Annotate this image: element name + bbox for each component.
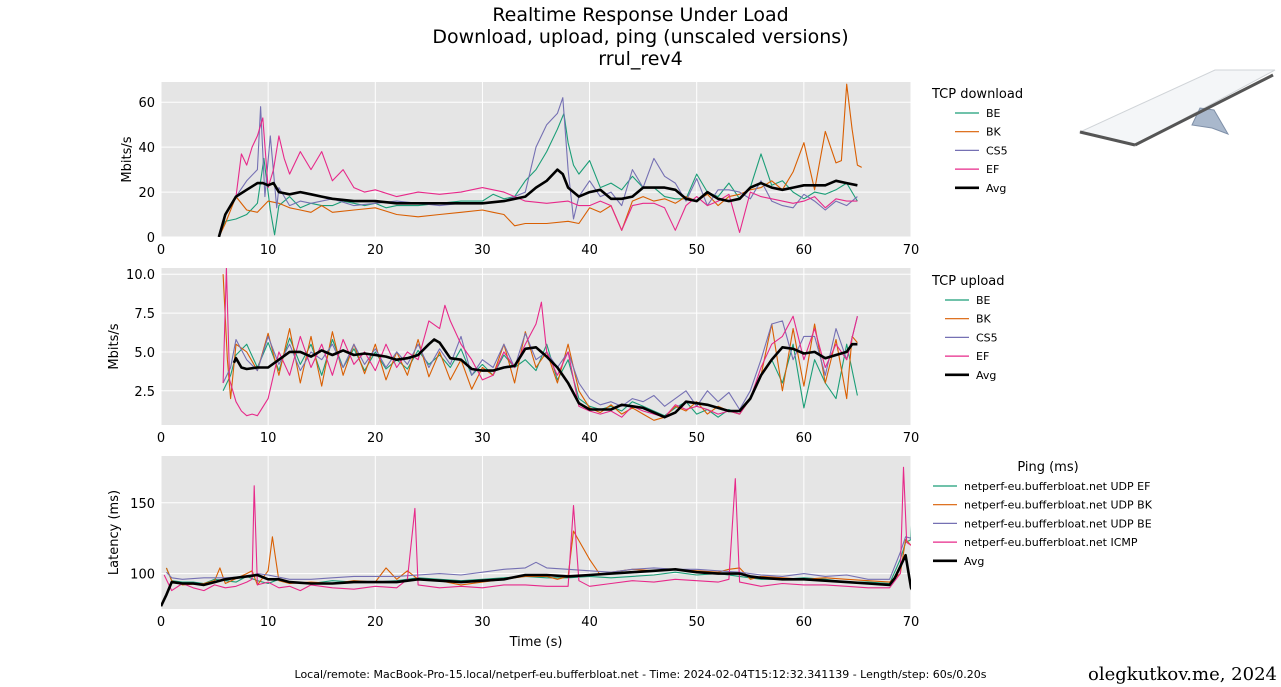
y-tick-label: 7.5: [134, 307, 155, 322]
x-tick-label: 10: [260, 243, 277, 258]
x-tick-label: 40: [581, 243, 598, 258]
x-tick-label: 20: [367, 431, 384, 446]
x-tick-label: 70: [903, 615, 920, 630]
y-axis-label: Mbits/s: [107, 323, 122, 369]
x-tick-label: 70: [903, 243, 920, 258]
watermark: olegkutkov.me, 2024: [1088, 664, 1277, 685]
x-tick-label: 30: [474, 615, 491, 630]
series-line-netperf-eu-bufferbloat-net-icmp: [163, 466, 911, 592]
x-tick-label: 60: [796, 615, 813, 630]
series-line-avg: [217, 168, 858, 237]
x-tick-label: 30: [474, 431, 491, 446]
y-tick-label: 100: [130, 568, 155, 583]
legend-title: TCP download: [931, 87, 1023, 102]
legend-entry: CS5: [986, 144, 1008, 157]
legend-entry: BE: [986, 107, 1001, 120]
legend-ping: Ping (ms) netperf-eu.bufferbloat.net UDP …: [933, 460, 1153, 568]
legend-entry: EF: [986, 163, 999, 176]
series-line-avg: [161, 553, 911, 607]
y-tick-label: 60: [138, 96, 155, 111]
legend-entry: EF: [976, 350, 989, 363]
series-line-cs5: [222, 316, 858, 411]
x-tick-label: 50: [688, 431, 705, 446]
chart-title-line-1: Realtime Response Under Load: [492, 4, 789, 26]
x-tick-label: 10: [260, 615, 277, 630]
y-tick-label: 5.0: [134, 346, 155, 361]
legend-entry: netperf-eu.bufferbloat.net ICMP: [964, 536, 1138, 549]
series-line-avg: [232, 338, 858, 419]
legend-title: Ping (ms): [1017, 460, 1078, 475]
series-line-bk: [218, 83, 862, 237]
chart-title-line-3: rrul_rev4: [598, 48, 683, 70]
x-axis-label: Time (s): [509, 635, 563, 650]
panel-ping: 0 10 20 30 40 50 60 70 100 150 Latency (ms) Time (s…: [107, 456, 1153, 650]
x-tick-label: 40: [581, 615, 598, 630]
caption: Local/remote: MacBook-Pro-15.local/netpe…: [294, 668, 987, 681]
legend-title: TCP upload: [931, 274, 1005, 289]
plot-area-download: [161, 82, 911, 237]
y-tick-label: 20: [138, 186, 155, 201]
panel-download: 0 10 20 30 40 50 60 70 0 20 40 60 Mbits/s TCP downloa…: [120, 82, 1023, 258]
series-group: [217, 83, 862, 237]
y-tick-label: 10.0: [126, 268, 155, 283]
x-tick-label: 40: [581, 431, 598, 446]
x-tick-label: 60: [796, 243, 813, 258]
series-group: [161, 466, 911, 607]
legend-entry: BK: [986, 126, 1002, 139]
x-tick-label: 20: [367, 615, 384, 630]
x-tick-label: 20: [367, 243, 384, 258]
legend-entry: netperf-eu.bufferbloat.net UDP EF: [964, 480, 1150, 493]
series-group: [222, 268, 858, 421]
y-axis-label: Latency (ms): [107, 490, 122, 575]
legend-entry: BE: [976, 294, 991, 307]
series-line-netperf-eu-bufferbloat-net-udp-be: [166, 536, 911, 580]
legend-entry: netperf-eu.bufferbloat.net UDP BE: [964, 517, 1152, 530]
legend-download: TCP download BE BK CS5 EF Avg: [931, 87, 1023, 195]
y-tick-label: 2.5: [134, 385, 155, 400]
legend-entry: BK: [976, 313, 992, 326]
x-tick-label: 70: [903, 431, 920, 446]
legend-entry: Avg: [964, 555, 984, 568]
legend-entry: Avg: [976, 369, 996, 382]
legend-entry: Avg: [986, 182, 1006, 195]
legend-entry: netperf-eu.bufferbloat.net UDP BK: [964, 499, 1153, 512]
x-tick-label: 0: [157, 615, 165, 630]
y-axis-label: Mbits/s: [120, 136, 135, 182]
x-tick-label: 10: [260, 431, 277, 446]
x-tick-label: 50: [688, 243, 705, 258]
y-tick-label: 0: [147, 231, 155, 246]
panel-upload: 0 10 20 30 40 50 60 70 2.5 5.0 7.5 10.0 Mbits/s TCP u…: [107, 268, 1005, 446]
x-tick-label: 0: [157, 431, 165, 446]
legend-entry: CS5: [976, 331, 998, 344]
x-tick-label: 50: [688, 615, 705, 630]
decorative-plate-graphic: [1078, 69, 1276, 147]
legend-upload: TCP upload BE BK CS5 EF Avg: [931, 274, 1005, 382]
y-tick-label: 150: [130, 497, 155, 512]
x-tick-label: 60: [796, 431, 813, 446]
x-tick-label: 0: [157, 243, 165, 258]
y-tick-label: 40: [138, 141, 155, 156]
x-tick-label: 30: [474, 243, 491, 258]
chart-title-line-2: Download, upload, ping (unscaled version…: [432, 26, 849, 48]
series-line-ef: [218, 117, 858, 237]
